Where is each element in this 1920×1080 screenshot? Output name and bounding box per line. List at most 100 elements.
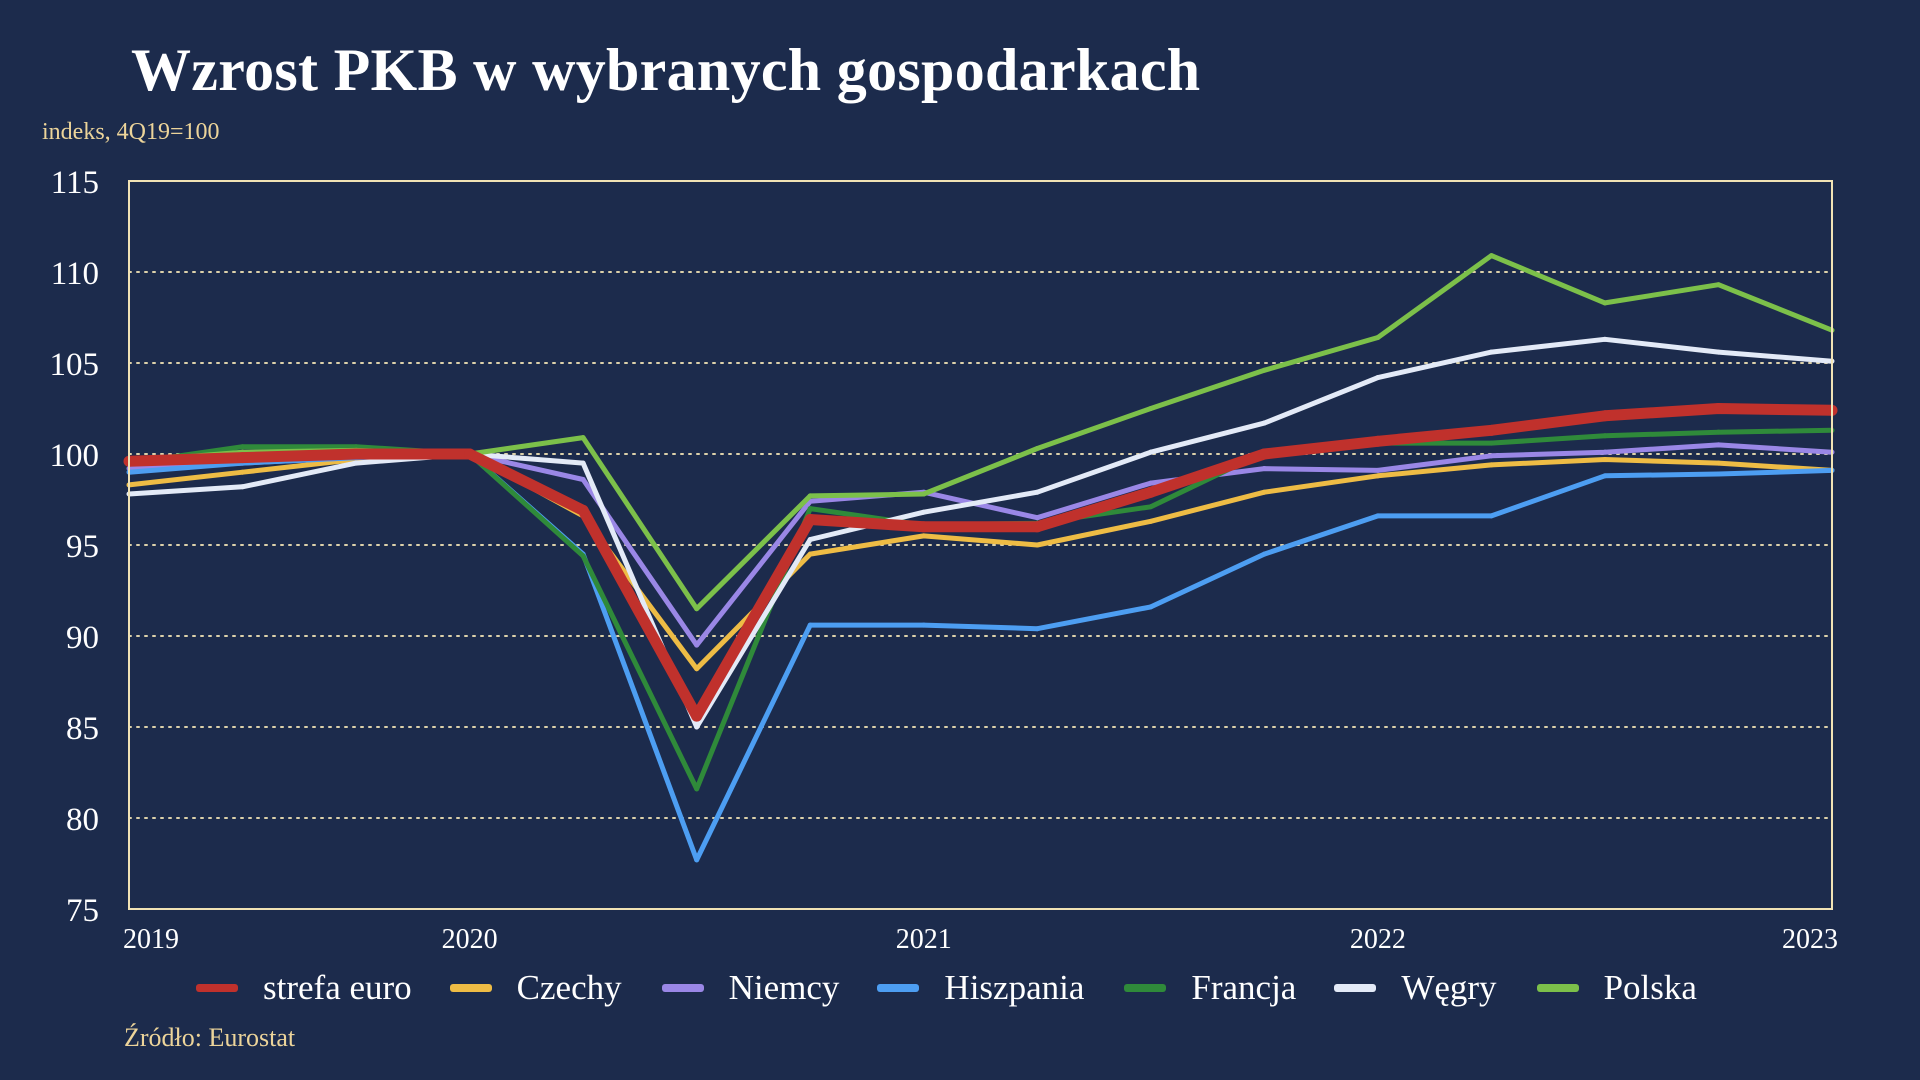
- data-point: [694, 724, 700, 730]
- chart-title: Wzrost PKB w wybranych gospodarkach: [131, 37, 1201, 103]
- data-point: [1375, 375, 1381, 381]
- x-tick-label: 2023: [1782, 924, 1838, 955]
- data-point: [921, 491, 927, 497]
- data-point: [807, 551, 813, 557]
- data-point: [1148, 480, 1154, 486]
- series-line: [128, 253, 1833, 612]
- legend-item: Polska: [1536, 968, 1697, 1008]
- data-point: [1602, 433, 1608, 439]
- legend-label: Czechy: [516, 968, 622, 1007]
- legend-swatch: [196, 984, 238, 992]
- y-tick-label: 105: [50, 347, 100, 383]
- x-tick-label: 2022: [1350, 924, 1406, 955]
- legend-label: Niemcy: [728, 968, 840, 1007]
- legend-swatch: [1124, 984, 1167, 992]
- data-point: [1488, 253, 1494, 259]
- data-point: [1715, 349, 1721, 355]
- data-point: [240, 444, 246, 450]
- data-point: [1034, 489, 1040, 495]
- data-point: [1488, 513, 1494, 519]
- series-line: [128, 403, 1833, 722]
- data-point: [1602, 336, 1608, 342]
- data-point: [1602, 449, 1608, 455]
- legend-swatch: [1536, 984, 1579, 992]
- data-point: [1034, 626, 1040, 632]
- x-axis-ticks: 2019 2020 2021 2022 2023: [123, 924, 1838, 955]
- legend-swatch: [661, 984, 704, 992]
- data-point: [921, 509, 927, 515]
- data-point: [1261, 466, 1267, 472]
- series-węgry: [126, 336, 1835, 730]
- legend-swatch: [877, 984, 920, 992]
- source-note: Źródło: Eurostat: [124, 1023, 296, 1052]
- legend-item: Czechy: [449, 968, 622, 1008]
- series-francja: [126, 427, 1835, 792]
- data-point: [580, 460, 586, 466]
- grid-lines: [128, 271, 1833, 819]
- data-point: [804, 514, 816, 526]
- data-point: [694, 786, 700, 792]
- data-point: [1261, 420, 1267, 426]
- legend-label: Polska: [1603, 968, 1697, 1007]
- data-point: [1375, 473, 1381, 479]
- chart-subtitle: indeks, 4Q19=100: [42, 119, 220, 145]
- data-point: [694, 857, 700, 863]
- data-point: [1715, 460, 1721, 466]
- data-point: [1602, 456, 1608, 462]
- data-point: [1375, 335, 1381, 341]
- data-point: [1715, 282, 1721, 288]
- y-tick-label: 85: [66, 711, 99, 747]
- x-tick-label: 2021: [896, 924, 952, 955]
- data-point: [350, 448, 362, 460]
- y-tick-label: 80: [66, 802, 99, 838]
- legend-label: Francja: [1191, 968, 1297, 1007]
- legend-item: strefa euro: [196, 968, 412, 1008]
- legend-item: Niemcy: [661, 968, 840, 1008]
- data-point: [1034, 515, 1040, 521]
- series-lines: [123, 253, 1838, 863]
- y-axis-ticks: 75 80 85 90 95 100 105 110 115: [50, 165, 100, 929]
- data-point: [580, 435, 586, 441]
- legend-item: Francja: [1124, 968, 1296, 1008]
- data-point: [694, 606, 700, 612]
- data-point: [1034, 542, 1040, 548]
- data-point: [1488, 462, 1494, 468]
- data-point: [1375, 513, 1381, 519]
- data-point: [1485, 424, 1497, 436]
- series-line: [128, 336, 1833, 730]
- data-point: [1712, 403, 1724, 414]
- legend-swatch: [449, 984, 492, 992]
- data-point: [694, 666, 700, 672]
- data-point: [1261, 367, 1267, 373]
- data-point: [1715, 471, 1721, 477]
- y-tick-label: 95: [66, 529, 99, 565]
- data-point: [1715, 442, 1721, 448]
- data-point: [1488, 349, 1494, 355]
- y-tick-label: 90: [66, 620, 99, 656]
- legend-item: Węgry: [1334, 968, 1497, 1008]
- data-point: [1372, 435, 1384, 447]
- data-point: [577, 504, 589, 516]
- x-tick-label: 2020: [442, 924, 498, 955]
- data-point: [807, 493, 813, 499]
- data-point: [1148, 504, 1154, 510]
- data-point: [240, 484, 246, 490]
- series-strefa-euro: [123, 403, 1838, 722]
- data-point: [237, 452, 249, 464]
- data-point: [691, 710, 703, 722]
- data-point: [1148, 518, 1154, 524]
- data-point: [1031, 521, 1043, 533]
- series-line: [128, 451, 1833, 863]
- data-point: [1258, 448, 1270, 460]
- data-point: [1602, 300, 1608, 306]
- y-tick-label: 115: [51, 165, 99, 201]
- data-point: [1375, 467, 1381, 473]
- data-point: [580, 476, 586, 482]
- y-tick-label: 75: [66, 893, 99, 929]
- data-point: [1261, 489, 1267, 495]
- data-point: [1599, 410, 1611, 422]
- data-point: [807, 537, 813, 543]
- legend-swatch: [1334, 984, 1377, 992]
- legend-label: Hiszpania: [944, 968, 1085, 1007]
